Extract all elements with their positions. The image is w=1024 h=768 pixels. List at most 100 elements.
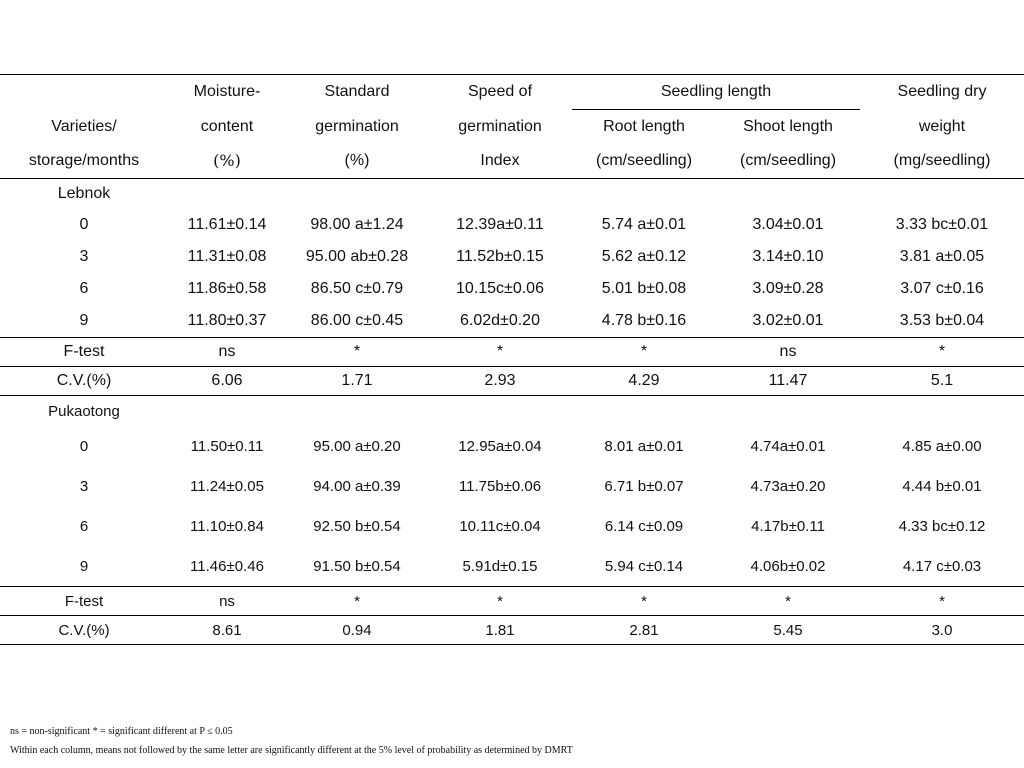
storage-month: 3 xyxy=(79,248,89,265)
cell-mc: 11.80±0.37 xyxy=(187,312,267,329)
footnote-significance: ns = non-significant * = significant dif… xyxy=(10,726,233,737)
ftest-mc: ns xyxy=(168,586,286,616)
table-row: 9 11.46±0.46 91.50 b±0.54 5.91d±0.15 5.94 c±… xyxy=(0,546,1024,587)
cell-mc: 11.61±0.14 xyxy=(187,216,267,233)
header-dry-2: weight xyxy=(918,117,966,135)
footnote-dmrt: Within each column, means not followed b… xyxy=(10,745,573,756)
storage-month: 9 xyxy=(79,312,89,329)
cell-sg: 95.00 a±0.20 xyxy=(313,437,401,455)
cell-rl: 5.74 a±0.01 xyxy=(601,216,687,233)
table-row: 0 11.61±0.14 98.00 a±1.24 12.39a±0.11 5.74 a… xyxy=(0,209,1024,241)
cell-sl: 3.02±0.01 xyxy=(752,312,824,329)
cell-sp: 12.95a±0.04 xyxy=(458,437,542,455)
cell-rl: 4.78 b±0.16 xyxy=(601,312,687,329)
cell-mc: 11.31±0.08 xyxy=(187,248,267,265)
cell-sp: 11.52b±0.15 xyxy=(456,248,544,265)
cell-sg: 91.50 b±0.54 xyxy=(313,557,401,575)
header-root-1: Root length xyxy=(603,118,685,135)
header-standard-3: (%) xyxy=(286,144,428,179)
cell-dw: 3.53 b±0.04 xyxy=(899,312,985,329)
storage-month: 3 xyxy=(79,477,89,495)
header-moisture-1: Moisture- xyxy=(168,74,286,110)
cv-rl: 4.29 xyxy=(572,366,716,396)
cell-dw: 4.33 bc±0.12 xyxy=(898,517,986,535)
ftest-sp: * xyxy=(428,337,572,367)
cell-sg: 98.00 a±1.24 xyxy=(310,216,404,233)
cell-rl: 5.94 c±0.14 xyxy=(604,557,684,575)
cell-mc: 11.10±0.84 xyxy=(190,517,264,535)
header-row-2: Varieties/ content germination germinati… xyxy=(0,110,1024,145)
header-shoot-2: (cm/seedling) xyxy=(716,144,860,179)
ftest-sg: * xyxy=(286,586,428,616)
cell-mc: 11.50±0.11 xyxy=(190,437,264,455)
table-row: 6 11.86±0.58 86.50 c±0.79 10.15c±0.06 5.01 b… xyxy=(0,273,1024,305)
cell-rl: 5.01 b±0.08 xyxy=(601,280,687,297)
cell-sl: 3.14±0.10 xyxy=(752,248,824,265)
cell-sp: 10.11c±0.04 xyxy=(459,517,541,535)
ftest-dw: * xyxy=(860,586,1024,616)
cell-sl: 3.09±0.28 xyxy=(752,280,824,297)
table-row: 6 11.10±0.84 92.50 b±0.54 10.11c±0.04 6.14 c… xyxy=(0,506,1024,546)
storage-month: 6 xyxy=(79,280,89,297)
cell-sl: 3.04±0.01 xyxy=(752,216,824,233)
cv-sp: 2.93 xyxy=(428,366,572,396)
cell-sg: 86.00 c±0.45 xyxy=(310,312,404,329)
ftest-dw: * xyxy=(860,337,1024,367)
header-seedling-length: Seedling length xyxy=(572,74,860,110)
cv-sg: 0.94 xyxy=(286,615,428,645)
cell-sp: 10.15c±0.06 xyxy=(456,280,544,297)
group-title-row: Lebnok xyxy=(0,179,1024,210)
header-speed-2: germination xyxy=(458,117,542,135)
ftest-sp: * xyxy=(428,586,572,616)
storage-month: 9 xyxy=(79,557,89,575)
cell-dw: 4.17 c±0.03 xyxy=(902,557,982,575)
cell-rl: 5.62 a±0.12 xyxy=(601,248,687,265)
cell-rl: 6.71 b±0.07 xyxy=(604,477,684,495)
cell-sp: 5.91d±0.15 xyxy=(462,557,538,575)
cell-sl: 4.06b±0.02 xyxy=(750,557,826,575)
ftest-mc: ns xyxy=(168,337,286,367)
cell-sg: 86.50 c±0.79 xyxy=(310,280,404,297)
variety-name: Pukaotong xyxy=(48,402,120,420)
cv-mc: 6.06 xyxy=(168,366,286,396)
header-varieties-1: Varieties/ xyxy=(51,117,117,135)
storage-month: 0 xyxy=(79,216,89,233)
cell-sg: 92.50 b±0.54 xyxy=(313,517,401,535)
header-row-1: Moisture- Standard Speed of Seedling len… xyxy=(0,74,1024,110)
cv-sp: 1.81 xyxy=(428,615,572,645)
ftest-row: F-test ns * * * ns * xyxy=(0,337,1024,367)
header-root-2: (cm/seedling) xyxy=(572,144,716,179)
header-varieties-2: storage/months xyxy=(0,144,168,179)
group-title-row: Pukaotong xyxy=(0,396,1024,427)
cell-sp: 11.75b±0.06 xyxy=(458,477,542,495)
header-dry-1: Seedling dry xyxy=(860,74,1024,110)
cell-dw: 4.85 a±0.00 xyxy=(902,437,982,455)
header-speed-3: Index xyxy=(428,144,572,179)
header-dry-3: (mg/seedling) xyxy=(860,144,1024,179)
cv-sg: 1.71 xyxy=(286,366,428,396)
storage-month: 6 xyxy=(79,517,89,535)
cv-row: C.V.(%) 8.61 0.94 1.81 2.81 5.45 3.0 xyxy=(0,615,1024,645)
storage-month: 0 xyxy=(79,437,89,455)
table-row: 9 11.80±0.37 86.00 c±0.45 6.02d±0.20 4.78 b±… xyxy=(0,305,1024,338)
header-shoot-1: Shoot length xyxy=(743,118,833,135)
cv-mc: 8.61 xyxy=(168,615,286,645)
ftest-sg: * xyxy=(286,337,428,367)
group-lebnok: Lebnok 0 11.61±0.14 98.00 a±1.24 12.39a±0.11… xyxy=(0,179,1024,396)
header-row-3: storage/months (%) (%) Index (cm/seedlin… xyxy=(0,144,1024,179)
ftest-row: F-test ns * * * * * xyxy=(0,586,1024,616)
cell-sg: 95.00 ab±0.28 xyxy=(305,248,409,265)
cell-dw: 3.07 c±0.16 xyxy=(900,280,984,297)
cv-dw: 3.0 xyxy=(860,615,1024,645)
ftest-rl: * xyxy=(572,337,716,367)
header-moisture-3: (%) xyxy=(168,144,286,179)
cell-sl: 4.17b±0.11 xyxy=(751,517,825,535)
header-standard-1: Standard xyxy=(286,74,428,110)
cv-sl: 5.45 xyxy=(716,615,860,645)
cell-sg: 94.00 a±0.39 xyxy=(313,477,401,495)
cell-mc: 11.86±0.58 xyxy=(187,280,267,297)
group-pukaotong: Pukaotong 0 11.50±0.11 95.00 a±0.20 12.95a±0… xyxy=(0,396,1024,645)
cell-dw: 3.81 a±0.05 xyxy=(899,248,985,265)
cv-row: C.V.(%) 6.06 1.71 2.93 4.29 11.47 5.1 xyxy=(0,366,1024,396)
ftest-sl: ns xyxy=(716,337,860,367)
